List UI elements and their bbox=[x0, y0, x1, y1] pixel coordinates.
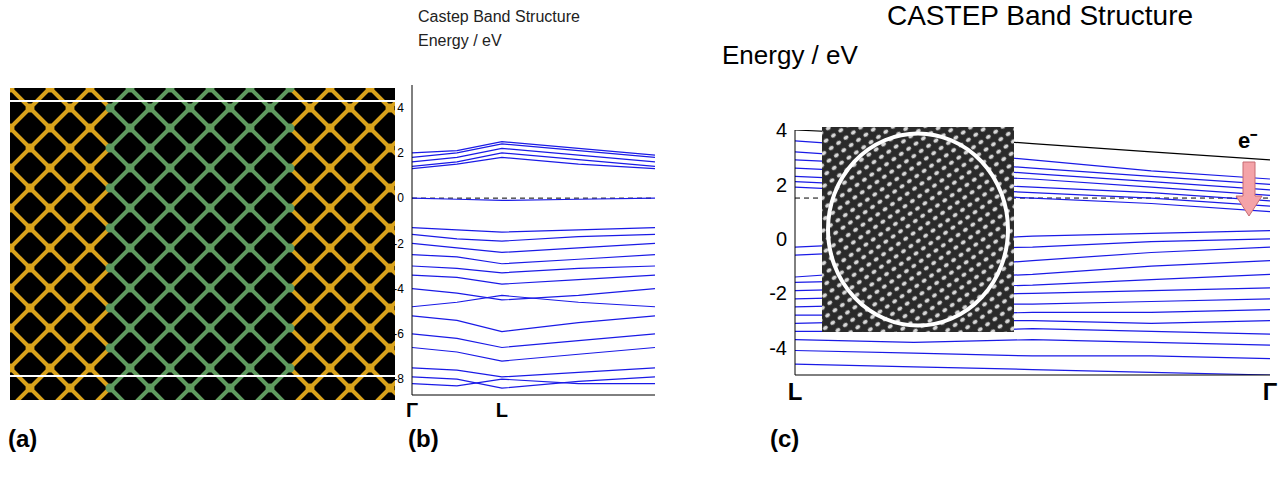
svg-text:L: L bbox=[496, 399, 508, 421]
svg-text:-8: -8 bbox=[393, 372, 404, 386]
svg-text:-6: -6 bbox=[393, 327, 404, 341]
html-text:(a): (a) bbox=[8, 425, 38, 452]
svg-text:0: 0 bbox=[397, 191, 404, 205]
svg-text:0: 0 bbox=[776, 228, 787, 250]
html-text:e⁻: e⁻ bbox=[1238, 128, 1258, 153]
svg-text:Γ: Γ bbox=[1263, 378, 1278, 405]
svg-text:4: 4 bbox=[397, 101, 404, 115]
html-text:(b): (b) bbox=[408, 425, 439, 452]
svg-text:-2: -2 bbox=[769, 282, 787, 304]
svg-text:Γ: Γ bbox=[406, 399, 418, 421]
html-text:Energy / eV: Energy / eV bbox=[722, 40, 858, 70]
svg-text:-4: -4 bbox=[393, 282, 404, 296]
svg-text:4: 4 bbox=[776, 119, 787, 141]
svg-text:-2: -2 bbox=[393, 237, 404, 251]
svg-text:L: L bbox=[788, 378, 803, 405]
html-text:Energy / eV: Energy / eV bbox=[418, 32, 502, 49]
html-text:Castep Band Structure: Castep Band Structure bbox=[418, 8, 580, 25]
svg-text:2: 2 bbox=[776, 174, 787, 196]
svg-text:-4: -4 bbox=[769, 337, 787, 359]
html-text:CASTEP Band Structure: CASTEP Band Structure bbox=[887, 0, 1193, 31]
svg-text:2: 2 bbox=[397, 146, 404, 160]
html-text:(c): (c) bbox=[770, 425, 800, 452]
